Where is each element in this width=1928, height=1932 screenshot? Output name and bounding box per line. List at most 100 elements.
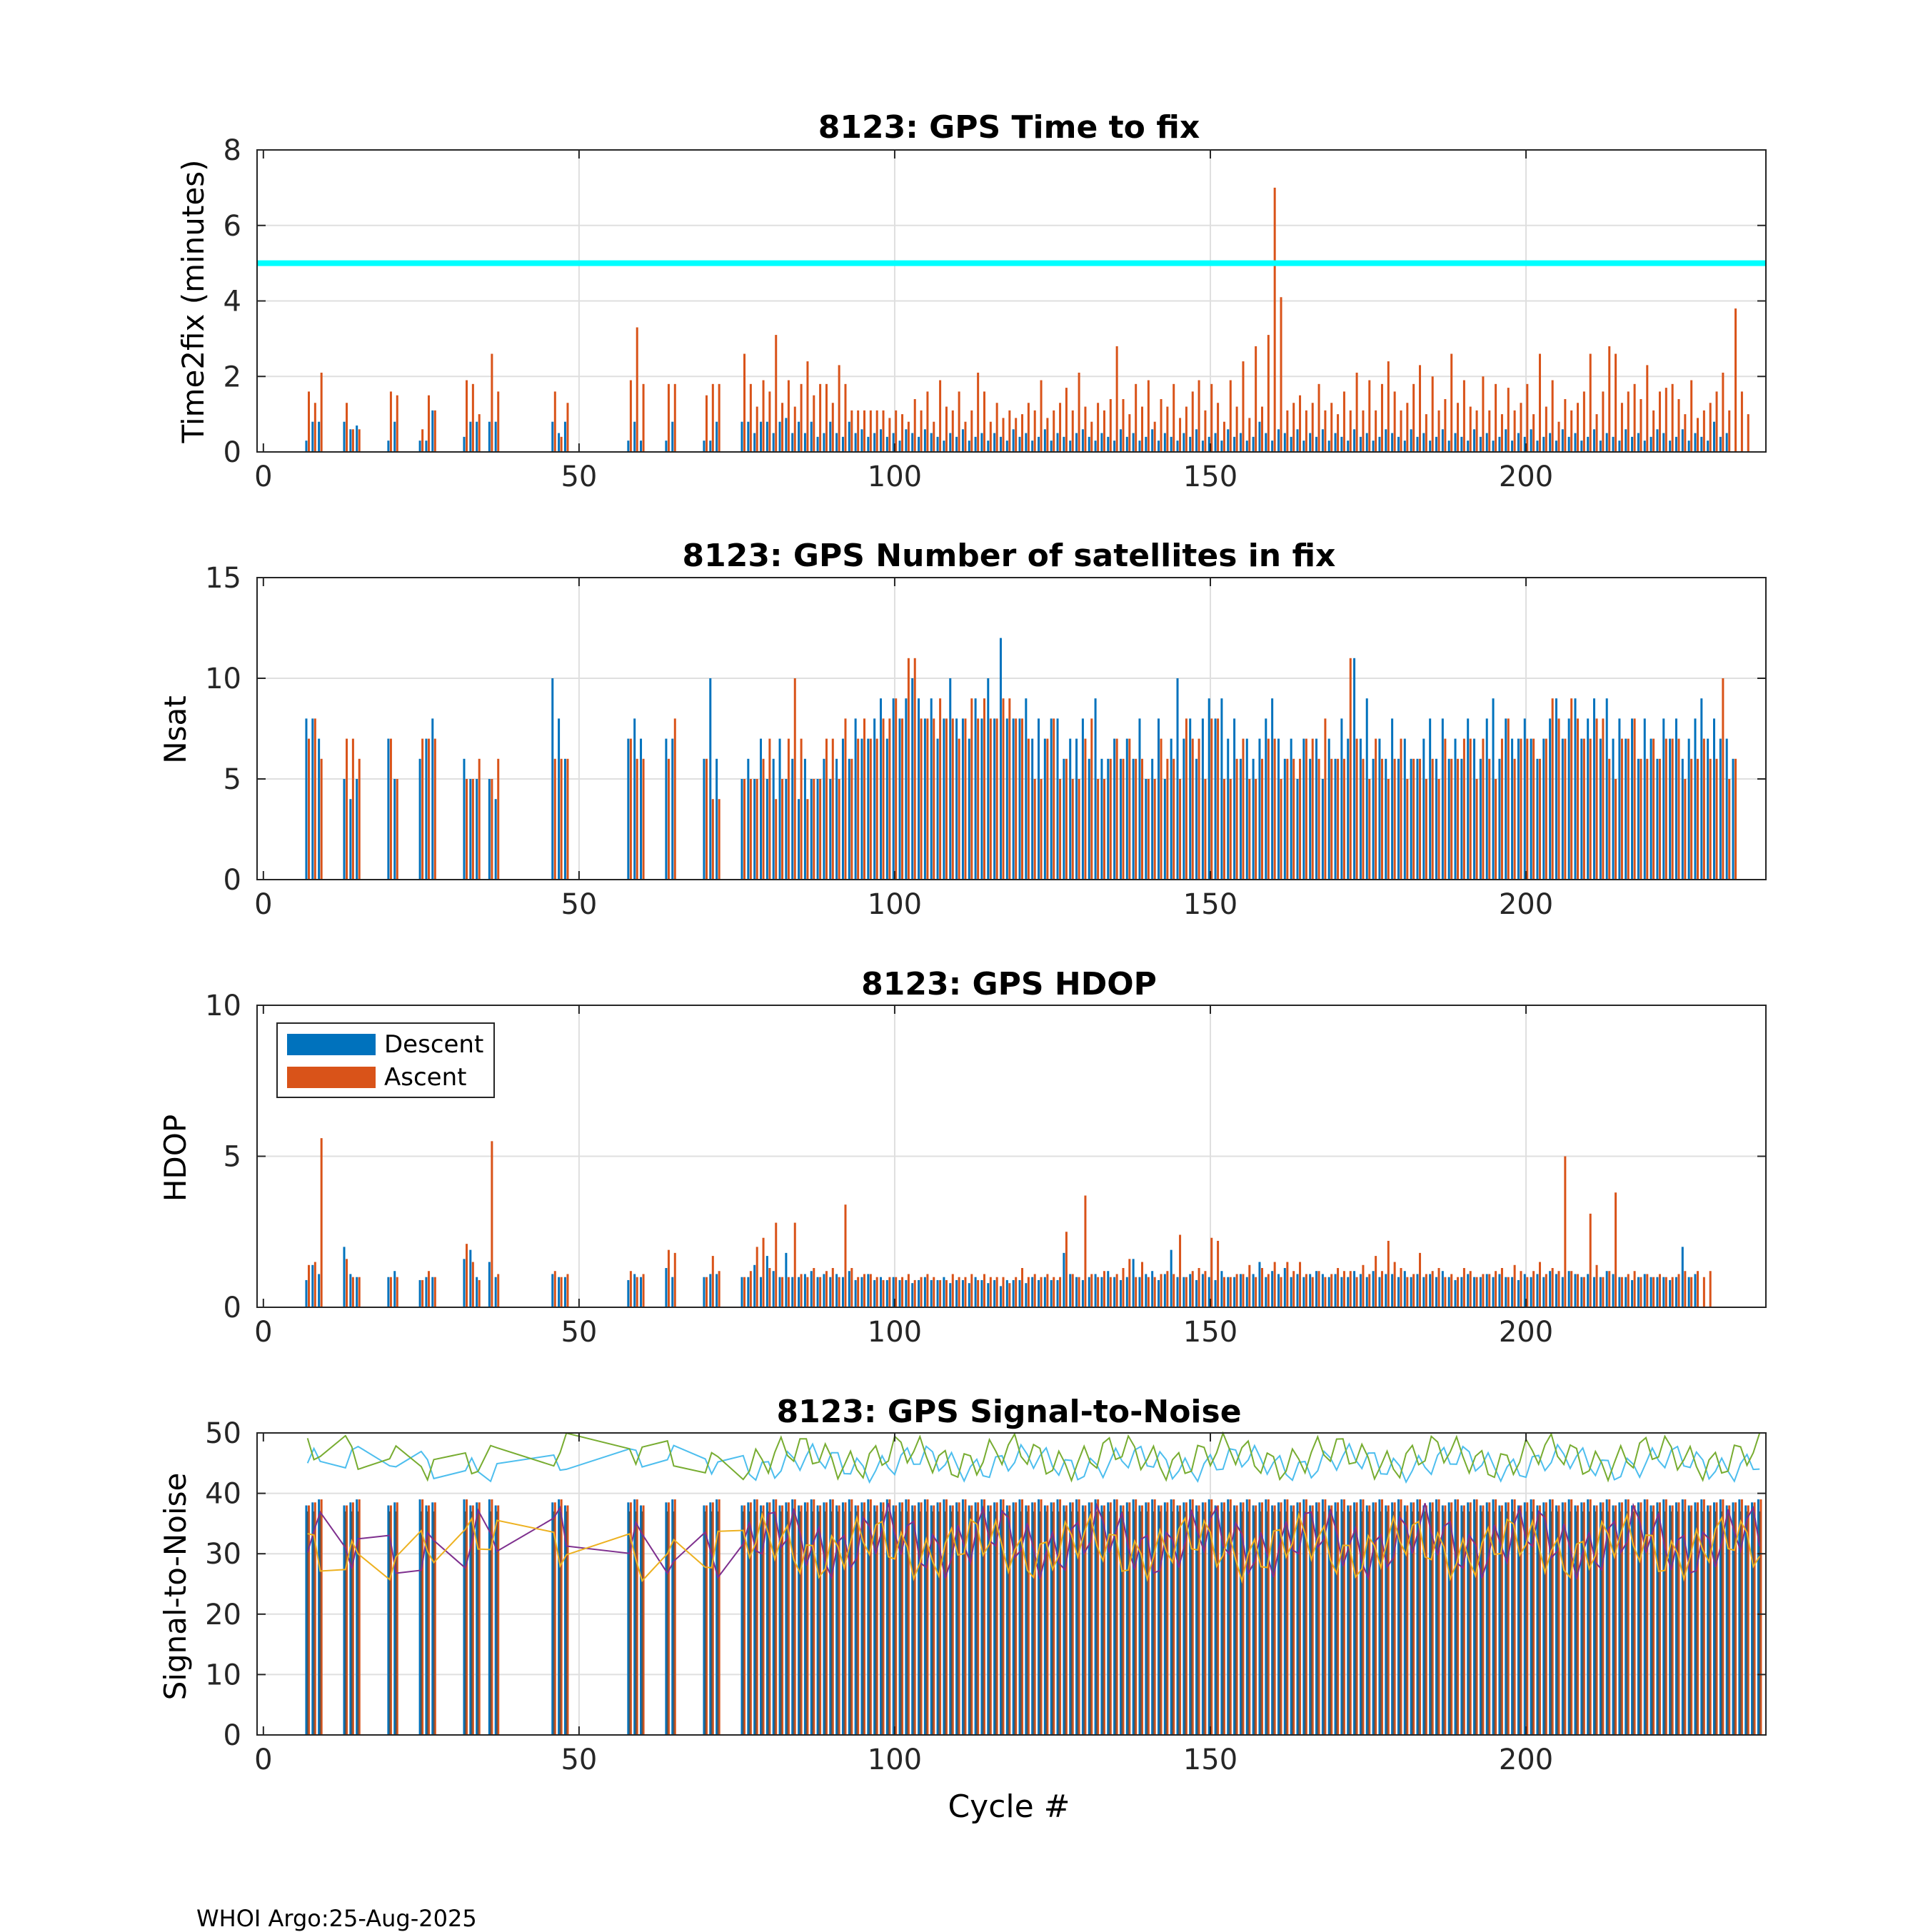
bar-snr-sat [950, 1511, 953, 1735]
bar-descent [1334, 758, 1337, 880]
bar-ascent [1097, 779, 1100, 880]
bar-descent [1145, 1274, 1148, 1307]
bar-descent [431, 718, 434, 880]
bar-descent [343, 421, 346, 452]
bar-ascent [1620, 738, 1623, 880]
bar-descent [387, 1505, 390, 1735]
bar-ascent [1362, 1264, 1365, 1307]
bar-descent [1669, 1505, 1672, 1735]
bar-descent [1195, 1279, 1198, 1307]
bar-descent [640, 738, 643, 880]
bar-ascent [642, 1505, 645, 1735]
bar-descent [1151, 1271, 1154, 1307]
bar-ascent [497, 758, 500, 880]
bar-snr-sat [1228, 1511, 1230, 1735]
y-tick-label: 40 [205, 1478, 241, 1511]
bar-snr-sat [1399, 1511, 1401, 1735]
bar-ascent [1665, 1499, 1667, 1735]
x-axis-label: Cycle # [948, 1788, 1070, 1825]
legend-swatch-descent [287, 1034, 376, 1055]
bar-ascent [775, 799, 778, 880]
bar-descent [760, 1277, 763, 1307]
bar-ascent [1229, 1499, 1232, 1735]
bar-ascent [629, 1271, 632, 1307]
bar-descent [760, 1505, 763, 1735]
bar-ascent [768, 391, 771, 452]
bar-ascent [850, 1268, 853, 1307]
bar-descent [1669, 441, 1672, 452]
bar-descent [747, 1502, 750, 1735]
bar-ascent [1513, 410, 1516, 452]
bar-descent [627, 441, 630, 452]
bar-ascent [471, 383, 474, 452]
bar-ascent [1627, 1274, 1630, 1307]
bar-ascent [1002, 698, 1005, 880]
bar-ascent [705, 1277, 708, 1307]
bar-ascent [1444, 1505, 1447, 1735]
bar-ascent [346, 1505, 348, 1735]
bar-ascent [901, 414, 904, 452]
bar-snr-sat [1607, 1511, 1609, 1735]
bar-ascent [743, 779, 746, 880]
bar-descent [1391, 718, 1394, 880]
grid [257, 150, 1766, 452]
bar-ascent [983, 1499, 985, 1735]
bar-snr-sat [1721, 1511, 1723, 1735]
bar-descent [1094, 1274, 1097, 1307]
y-tick-label: 0 [224, 436, 241, 469]
bar-descent [1125, 1502, 1128, 1735]
bar-descent [1145, 779, 1148, 880]
bar-ascent [989, 421, 992, 452]
bar-descent [740, 779, 743, 880]
y-tick-label: 10 [205, 1659, 241, 1691]
bar-ascent [433, 410, 436, 452]
bar-ascent [1589, 738, 1592, 880]
bar-descent [1403, 1505, 1406, 1735]
bar-ascent [1299, 758, 1302, 880]
bar-ascent [1280, 1502, 1282, 1735]
bar-snr-sat [768, 1511, 770, 1735]
bar-ascent [825, 1502, 828, 1735]
bar-ascent [497, 1274, 500, 1307]
bar-descent [1625, 738, 1627, 880]
bar-descent [765, 421, 768, 452]
bar-snr-sat [1133, 1511, 1135, 1735]
bar-ascent [825, 383, 828, 452]
bar-ascent [888, 718, 891, 880]
bar-ascent [1595, 1264, 1598, 1307]
bar-descent [1441, 429, 1444, 452]
bar-ascent [806, 1502, 809, 1735]
bar-descent [494, 799, 497, 880]
bar-descent [1290, 1505, 1292, 1735]
bar-snr-sat [464, 1511, 466, 1735]
bar-descent [791, 758, 794, 880]
bar-descent [1069, 1502, 1072, 1735]
bar-descent [1485, 718, 1488, 880]
bar-descent [1018, 1279, 1021, 1307]
bar-descent [1271, 1505, 1274, 1735]
bar-snr-sat [1140, 1511, 1142, 1735]
bar-descent [1252, 1274, 1255, 1307]
bar-descent [1757, 1499, 1759, 1735]
bar-descent [1650, 1277, 1652, 1307]
bar-descent [1612, 436, 1615, 452]
bar-descent [848, 1499, 850, 1735]
bar-snr-sat [1146, 1511, 1148, 1735]
bar-ascent [1500, 1505, 1503, 1735]
bar-ascent [1260, 758, 1263, 880]
bar-descent [1271, 441, 1274, 452]
bar-descent [1435, 1277, 1437, 1307]
bar-ascent [850, 410, 853, 452]
bar-snr-sat [1342, 1511, 1344, 1735]
bar-ascent [1185, 1277, 1188, 1307]
bar-snr-sat [1197, 1511, 1199, 1735]
bar-descent [1031, 1502, 1034, 1735]
bar-descent [778, 738, 781, 880]
bar-ascent [1040, 779, 1043, 880]
bar-snr-sat [906, 1511, 908, 1735]
bar-descent [488, 1262, 491, 1307]
bar-snr-sat [420, 1511, 422, 1735]
bar-ascent [1671, 1277, 1674, 1307]
bar-descent [1372, 758, 1375, 880]
bar-descent [1296, 1502, 1299, 1735]
